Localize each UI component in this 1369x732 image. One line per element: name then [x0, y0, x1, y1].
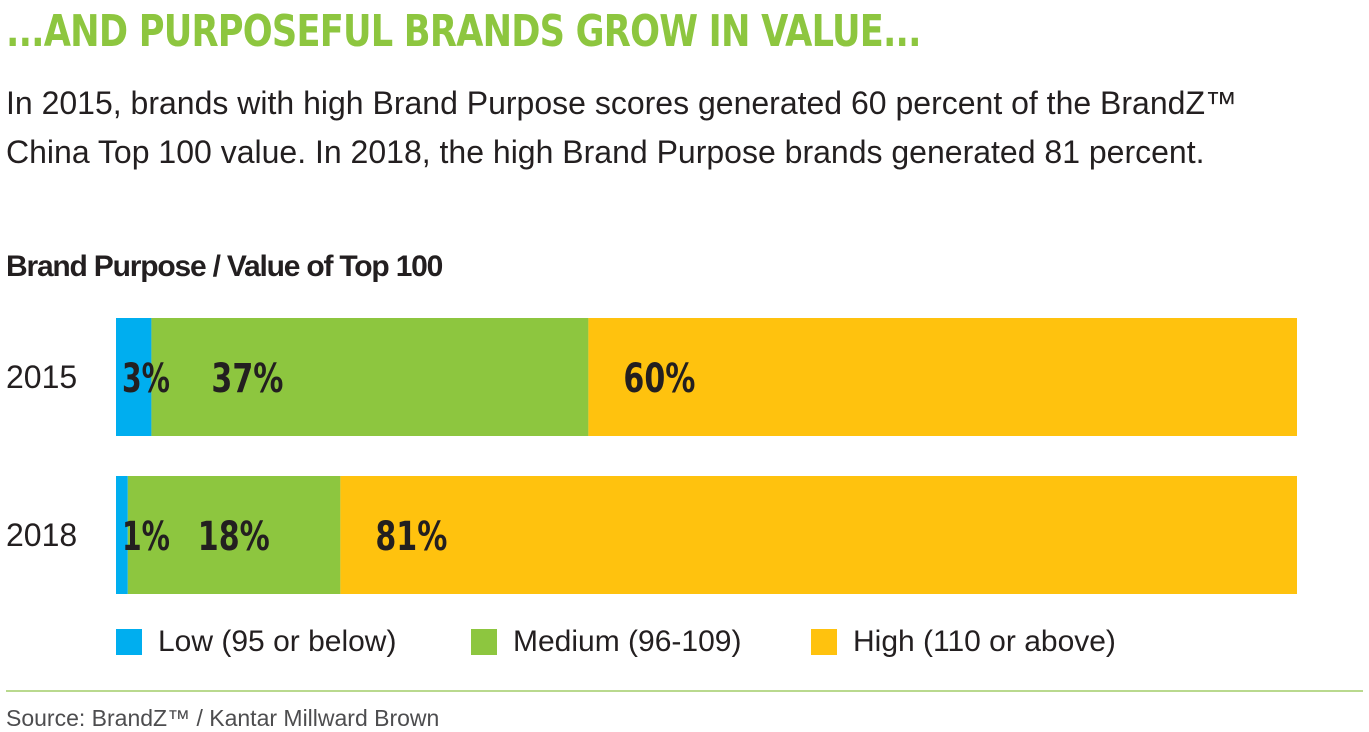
legend-item-low: Low (95 or below) [116, 625, 396, 659]
legend-label-medium: Medium (96-109) [513, 625, 742, 658]
data-label: 1% [122, 514, 170, 560]
headline: ...AND PURPOSEFUL BRANDS GROW IN VALUE..… [6, 6, 922, 57]
intro-text: In 2015, brands with high Brand Purpose … [6, 85, 1237, 170]
legend-item-medium: Medium (96-109) [471, 625, 741, 659]
legend-label-high: High (110 or above) [853, 625, 1116, 658]
legend-item-high: High (110 or above) [811, 625, 1116, 659]
bar-segment [116, 476, 128, 594]
legend-swatch-high [811, 629, 837, 655]
bar-segment [116, 318, 152, 436]
data-label: 18% [198, 514, 270, 560]
chart-title: Brand Purpose / Value of Top 100 [6, 250, 443, 283]
legend-swatch-low [116, 629, 142, 655]
bar-segment [127, 476, 341, 594]
legend-label-low: Low (95 or below) [158, 625, 397, 658]
category-label: 2015 [6, 359, 77, 395]
data-label: 81% [375, 514, 447, 560]
data-label: 3% [122, 356, 170, 402]
bar-segment [340, 476, 1297, 594]
data-label: 37% [211, 356, 283, 402]
bar-segment [151, 318, 589, 436]
divider [6, 690, 1363, 692]
data-label: 60% [623, 356, 695, 402]
source-note: Source: BrandZ™ / Kantar Millward Brown [6, 705, 440, 731]
category-label: 2018 [6, 517, 77, 553]
bar-segment [588, 318, 1297, 436]
stacked-bar-chart: 2015 3% 37% 60% 2018 1% 18% 81% [6, 318, 1297, 594]
legend-swatch-medium [471, 629, 497, 655]
